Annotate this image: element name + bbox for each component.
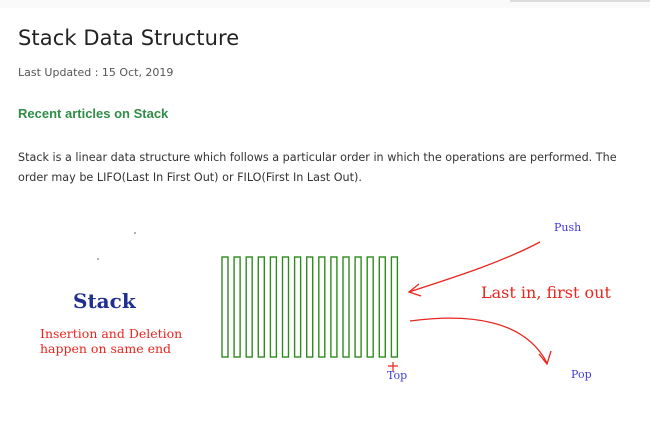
last-updated-text: Last Updated : 15 Oct, 2019 — [18, 66, 174, 79]
stack-plate — [221, 256, 229, 358]
top-strip — [0, 0, 650, 8]
push-arrow — [408, 241, 541, 293]
stack-plate — [257, 256, 265, 358]
push-label: Push — [554, 221, 582, 234]
stack-plate — [354, 256, 362, 358]
pop-label: Pop — [571, 368, 592, 381]
push-arrowhead — [407, 283, 422, 297]
stray-dot — [134, 232, 136, 234]
stack-plate — [306, 256, 314, 358]
stack-plate — [233, 256, 241, 358]
stack-plate — [293, 256, 302, 358]
stack-plate — [269, 256, 278, 358]
stack-plate — [378, 256, 386, 358]
stack-plate — [318, 256, 326, 358]
stack-plate — [330, 256, 338, 358]
stack-plate — [390, 256, 399, 358]
stack-plate — [342, 256, 350, 358]
top-label: Top — [387, 369, 408, 382]
stack-label: Stack — [73, 289, 136, 313]
lifo-label: Last in, first out — [481, 283, 611, 302]
stack-diagram-drawing — [97, 232, 552, 371]
insertion-deletion-note: Insertion and Deletion happen on same en… — [40, 326, 183, 356]
pop-arrow — [409, 317, 548, 364]
top-marker — [388, 362, 398, 371]
pop-arrowhead — [538, 350, 552, 366]
article-description: Stack is a linear data structure which f… — [18, 151, 617, 184]
stack-plates — [221, 256, 399, 358]
page-title: Stack Data Structure — [18, 26, 240, 50]
stack-plate — [245, 256, 253, 358]
stack-diagram: Stack Insertion and Deletion happen on s… — [0, 205, 650, 405]
recent-articles-link[interactable]: Recent articles on Stack — [18, 106, 169, 121]
header-divider — [510, 0, 650, 2]
stray-dot — [97, 258, 99, 260]
stack-plate — [366, 256, 374, 358]
stack-plate — [281, 256, 290, 358]
